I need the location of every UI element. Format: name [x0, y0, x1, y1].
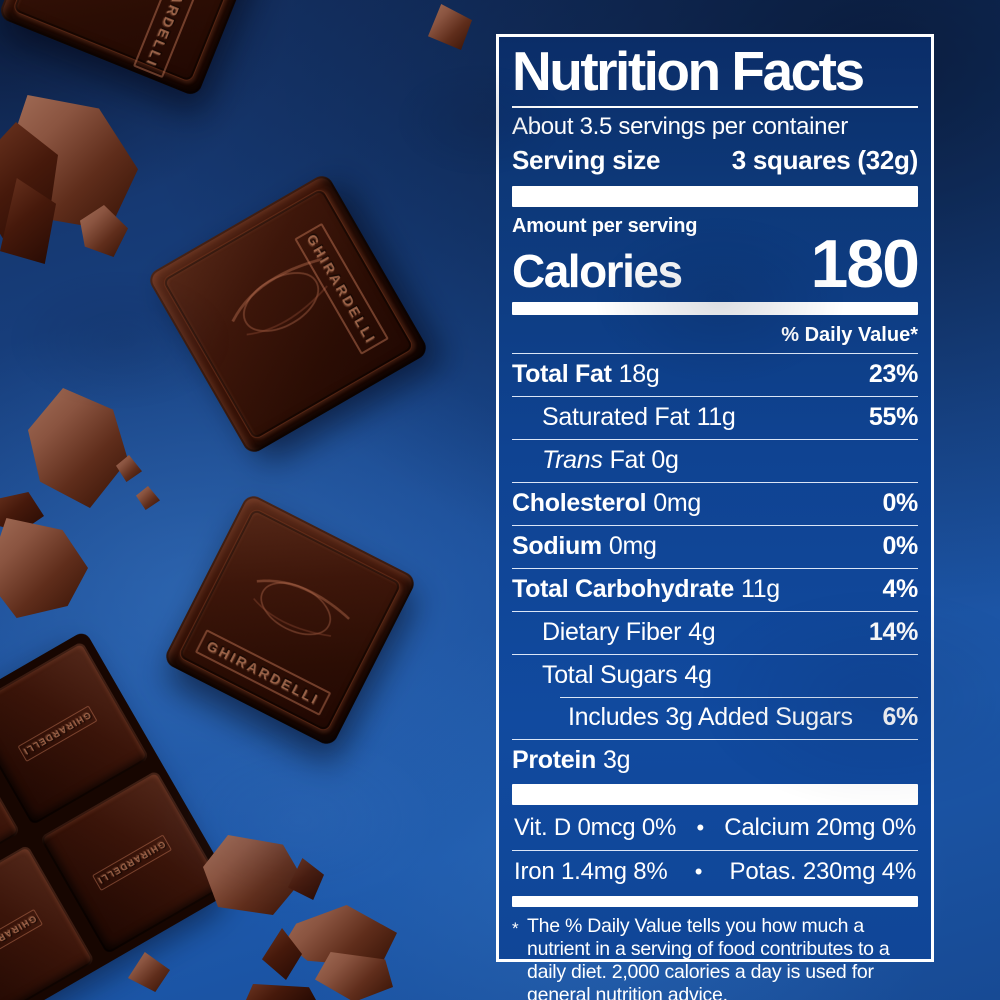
- serving-size-row: Serving size 3 squares (32g): [512, 142, 918, 184]
- chocolate-chunk: [203, 835, 303, 915]
- nutrient-name-amount: Saturated Fat 11g: [542, 402, 736, 431]
- nutrient-row: Trans Fat 0g: [512, 438, 918, 482]
- micronutrient-row: Iron 1.4mg 8% • Potas. 230mg 4%: [512, 849, 918, 894]
- thick-divider: [512, 185, 918, 207]
- chocolate-square: GHIRARDELLI: [162, 492, 418, 748]
- nutrient-daily-value: 55%: [868, 402, 918, 431]
- nutrition-facts-title: Nutrition Facts: [512, 44, 918, 108]
- nutrient-name-amount: Total Fat 18g: [512, 359, 660, 388]
- chocolate-square-bevel: [11, 0, 264, 84]
- nutrition-facts-panel: Nutrition Facts About 3.5 servings per c…: [496, 34, 934, 1000]
- nutrient-daily-value: 23%: [868, 359, 918, 388]
- nutrient-row: Saturated Fat 11g 55%: [512, 395, 918, 439]
- calories-value: 180: [810, 225, 920, 302]
- brand-emboss: GHIRARDELLI: [0, 908, 44, 966]
- brand-emboss: GHIRARDELLI: [16, 704, 98, 762]
- brand-emboss-text: GHIRARDELLI: [0, 913, 39, 961]
- thick-divider: [512, 895, 918, 907]
- serving-size-value: 3 squares (32g): [731, 144, 919, 175]
- chocolate-square: GHIRARDELLI: [0, 0, 278, 98]
- nutrient-row: Includes 3g Added Sugars 6%: [512, 696, 918, 739]
- chocolate-chunk: [136, 486, 160, 510]
- nutrient-daily-value: 4%: [882, 574, 918, 603]
- brand-emboss-text: GHIRARDELLI: [95, 838, 168, 886]
- medium-divider: [512, 301, 918, 315]
- chocolate-chunk: [0, 518, 88, 618]
- nutrient-name-amount: Trans Fat 0g: [542, 445, 679, 474]
- nutrient-name-amount: Cholesterol 0mg: [512, 488, 701, 517]
- bullet-separator: •: [694, 858, 703, 884]
- amount-per-serving-label: Amount per serving: [512, 214, 698, 237]
- calories-label: Calories: [512, 244, 683, 297]
- brand-emboss: GHIRARDELLI: [91, 833, 173, 891]
- nutrient-name-amount: Includes 3g Added Sugars: [568, 702, 853, 731]
- chocolate-chunk: [246, 984, 316, 1000]
- bullet-separator: •: [696, 814, 704, 840]
- nutrient-daily-value: 14%: [868, 617, 918, 646]
- nutrient-daily-value: 0%: [882, 531, 918, 560]
- nutrient-row: Total Fat 18g 23%: [512, 352, 918, 396]
- chocolate-bar: GHIRARDELLI GHIRARDELLI GHIRARDELLI GHIR…: [0, 630, 235, 1000]
- nutrient-name-amount: Sodium 0mg: [512, 531, 657, 560]
- thick-divider: [512, 783, 918, 805]
- daily-value-note: % Daily Value*: [781, 323, 918, 346]
- nutrient-name-amount: Total Sugars 4g: [542, 660, 712, 689]
- eagle-emblem-icon: [231, 257, 328, 336]
- calories-row: Calories 180: [512, 225, 920, 302]
- chocolate-chunk: [28, 388, 128, 508]
- nutrient-name-amount: Protein 3g: [512, 745, 631, 774]
- nutrient-row: Total Sugars 4g: [512, 653, 918, 697]
- nutrient-row: Cholesterol 0mg 0%: [512, 481, 918, 525]
- nutrient-row: Dietary Fiber 4g 14%: [512, 610, 918, 654]
- footnote-text: The % Daily Value tells you how much a n…: [527, 914, 890, 1000]
- chocolate-square: GHIRARDELLI: [145, 171, 431, 457]
- nutrient-row: Total Carbohydrate 11g 4%: [512, 567, 918, 611]
- footnote-asterisk: *: [512, 918, 519, 938]
- daily-value-footnote: * The % Daily Value tells you how much a…: [512, 909, 918, 1000]
- brand-emboss-text: GHIRARDELLI: [21, 709, 94, 757]
- nutrient-table: Total Fat 18g 23% Saturated Fat 11g 55% Tr…: [512, 352, 918, 782]
- micronutrient-right: Potas. 230mg 4%: [729, 857, 917, 885]
- nutrient-daily-value: 0%: [882, 488, 918, 517]
- nutrient-name-amount: Dietary Fiber 4g: [542, 617, 716, 646]
- micronutrient-row: Vit. D 0mcg 0% • Calcium 20mg 0%: [512, 807, 918, 850]
- nutrient-name-amount: Total Carbohydrate 11g: [512, 574, 780, 603]
- micronutrient-right: Calcium 20mg 0%: [724, 813, 916, 841]
- micronutrient-left: Vit. D 0mcg 0%: [514, 813, 677, 841]
- servings-per-container: About 3.5 servings per container: [512, 112, 848, 140]
- chocolate-chunk: [315, 952, 393, 1000]
- micronutrient-table: Vit. D 0mcg 0% • Calcium 20mg 0% Iron 1.…: [512, 807, 918, 894]
- nutrient-row: Sodium 0mg 0%: [512, 524, 918, 568]
- serving-size-label: Serving size: [512, 144, 661, 175]
- micronutrient-left: Iron 1.4mg 8%: [514, 857, 668, 885]
- nutrient-daily-value: 6%: [882, 702, 918, 731]
- chocolate-chunk: [128, 952, 170, 992]
- eagle-emblem-icon: [253, 579, 351, 637]
- chocolate-chunk: [428, 4, 472, 50]
- nutrient-row: Protein 3g: [512, 738, 918, 782]
